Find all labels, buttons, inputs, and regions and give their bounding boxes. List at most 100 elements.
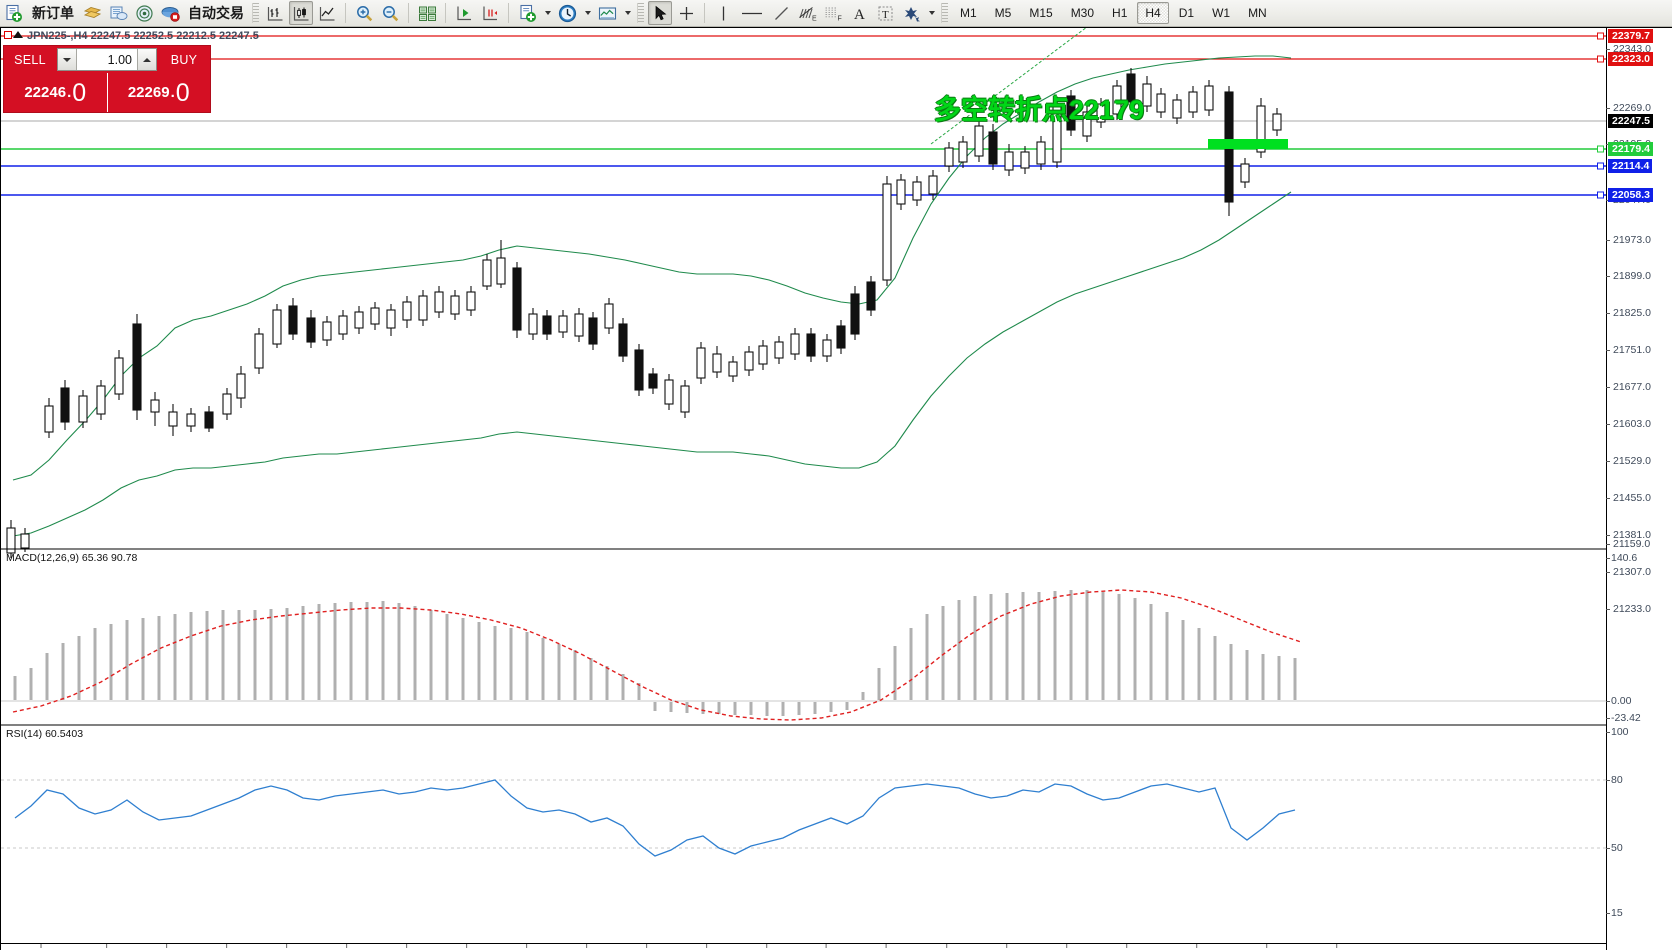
- zoom-in-icon-button[interactable]: [352, 1, 376, 25]
- status-badge-level-22058[interactable]: 22058.3: [1608, 188, 1653, 202]
- new-order-label: 新订单: [32, 5, 74, 21]
- level-handle-22114[interactable]: [1597, 162, 1604, 170]
- fibonacci-icon-button[interactable]: F: [821, 1, 845, 25]
- sell-button[interactable]: SELL: [14, 52, 46, 67]
- bar-chart-icon-button[interactable]: [263, 1, 287, 25]
- new-order-label-button[interactable]: 新订单: [28, 1, 78, 25]
- indicators-icon-button[interactable]: [595, 1, 619, 25]
- svg-text:A: A: [854, 7, 865, 23]
- rsi-scale-tick: 100: [1606, 726, 1629, 738]
- volume-increment-button[interactable]: [137, 49, 156, 70]
- price-scale[interactable]: 22343.0 22269.0 22195.0 22047.0 21973.0 …: [1605, 28, 1672, 950]
- price-tick: 21899.0: [1606, 270, 1651, 282]
- text-box-icon-button[interactable]: T: [873, 1, 897, 25]
- navigator-icon-button[interactable]: [132, 1, 156, 25]
- volume-stepper[interactable]: 1.00: [57, 48, 157, 71]
- svg-text:T: T: [882, 9, 889, 21]
- tab-timeframe-mn[interactable]: MN: [1248, 6, 1267, 20]
- level-handle-22323[interactable]: [1597, 55, 1604, 63]
- level-handle-22179[interactable]: [1597, 145, 1604, 153]
- chevron-down-icon: [545, 11, 551, 15]
- buy-button[interactable]: BUY: [170, 52, 198, 67]
- trendline-icon-button[interactable]: [769, 1, 793, 25]
- auto-trading-label-button[interactable]: 自动交易: [184, 1, 248, 25]
- price-tick: 21603.0: [1606, 418, 1651, 430]
- elliott-wave-icon-button[interactable]: E: [795, 1, 819, 25]
- macd-indicator-label[interactable]: MACD(12,26,9) 65.36 90.78: [6, 552, 138, 564]
- toolbar-separator-7: [704, 3, 705, 23]
- market-watch-icon-button[interactable]: [106, 1, 130, 25]
- zoom-out-icon-button[interactable]: [378, 1, 402, 25]
- status-badge-last-price: 22247.5: [1608, 114, 1653, 128]
- chart-canvas-area[interactable]: JPN225-,H4 22247.5 22252.5 22212.5 22247…: [0, 27, 1672, 950]
- one-click-price-row: 22246 . 0 22269 . 0: [4, 73, 210, 112]
- shapes-dropdown[interactable]: [925, 1, 937, 25]
- main-toolbar: 新订单: [0, 0, 1672, 27]
- price-tick: 21973.0: [1606, 234, 1651, 246]
- buy-price-whole: 22269: [127, 84, 170, 101]
- status-badge-level-22114[interactable]: 22114.4: [1608, 159, 1653, 173]
- tab-timeframe-h1[interactable]: H1: [1112, 6, 1128, 20]
- chart-marker-triangle: [13, 31, 23, 38]
- indicators-dropdown[interactable]: [621, 1, 633, 25]
- tab-timeframe-w1[interactable]: W1: [1212, 6, 1231, 20]
- vertical-line-icon-button[interactable]: [711, 1, 735, 25]
- auto-trading-icon-button[interactable]: [158, 1, 182, 25]
- status-badge-level-22179[interactable]: 22179.4: [1608, 142, 1653, 156]
- shapes-icon-button[interactable]: [899, 1, 923, 25]
- toolbar-separator-6: [637, 3, 644, 23]
- new-order-button[interactable]: [1, 1, 26, 25]
- volume-decrement-button[interactable]: [58, 49, 77, 70]
- cursor-icon-button[interactable]: [648, 1, 672, 25]
- price-tick: 21307.0: [1606, 566, 1651, 578]
- new-chart-dropdown[interactable]: [541, 1, 553, 25]
- profiles-icon-button[interactable]: [80, 1, 104, 25]
- new-chart-icon-button[interactable]: [515, 1, 539, 25]
- time-axis[interactable]: 29 Mar 2019 1 Apr 00:00 1 Apr 18:55 2 Ap…: [1, 943, 1606, 950]
- auto-trading-label: 自动交易: [188, 5, 244, 21]
- tab-timeframe-m1[interactable]: M1: [960, 6, 977, 20]
- price-tick: 21825.0: [1606, 307, 1651, 319]
- macd-scale-tick: 0.00: [1605, 695, 1631, 707]
- auto-scroll-icon-button[interactable]: [452, 1, 476, 25]
- tab-timeframe-m5[interactable]: M5: [994, 6, 1012, 20]
- data-window-icon-button[interactable]: [415, 1, 439, 25]
- status-badge-level-22323[interactable]: 22323.0: [1608, 52, 1653, 66]
- chevron-down-icon: [63, 57, 71, 62]
- horizontal-line-icon-button[interactable]: [737, 1, 767, 25]
- chart-plot[interactable]: JPN225-,H4 22247.5 22252.5 22212.5 22247…: [1, 28, 1606, 950]
- status-badge-level-22379[interactable]: 22379.7: [1608, 29, 1653, 43]
- chart-annotation-text[interactable]: 多空转折点22179: [934, 95, 1145, 125]
- rsi-scale-tick: 50: [1606, 842, 1623, 854]
- line-chart-icon-button[interactable]: [315, 1, 339, 25]
- symbol-ohlc-label: JPN225-,H4 22247.5 22252.5 22212.5 22247…: [27, 30, 259, 42]
- text-label-icon-button[interactable]: A: [847, 1, 871, 25]
- price-tick: 21159.0: [1605, 538, 1650, 550]
- chart-shift-icon-button[interactable]: [478, 1, 502, 25]
- toolbar-separator-2: [345, 3, 346, 23]
- level-handle-marker[interactable]: [4, 31, 12, 39]
- volume-input[interactable]: 1.00: [107, 52, 132, 67]
- tab-timeframe-h4[interactable]: H4: [1137, 2, 1169, 24]
- tab-timeframe-m30[interactable]: M30: [1070, 6, 1095, 20]
- level-handle-22379[interactable]: [1597, 32, 1604, 40]
- chevron-down-icon: [929, 11, 935, 15]
- one-click-top-row: SELL 1.00 BUY: [4, 46, 210, 73]
- toolbar-separator-8: [941, 3, 948, 23]
- crosshair-icon-button[interactable]: [674, 1, 698, 25]
- buy-price-display[interactable]: 22269 . 0: [106, 73, 211, 112]
- candlestick-chart-icon-button[interactable]: [289, 1, 313, 25]
- period-icon-button[interactable]: [555, 1, 579, 25]
- price-tick: 21455.0: [1606, 492, 1651, 504]
- rsi-scale-tick: 15: [1606, 907, 1623, 919]
- period-dropdown[interactable]: [581, 1, 593, 25]
- tab-timeframe-m15[interactable]: M15: [1029, 6, 1053, 20]
- rsi-indicator-label[interactable]: RSI(14) 60.5403: [6, 728, 84, 740]
- svg-text:E: E: [812, 15, 817, 22]
- one-click-trading-panel[interactable]: SELL 1.00 BUY 22246 . 0: [3, 45, 211, 113]
- sell-price-display[interactable]: 22246 . 0: [4, 73, 107, 112]
- price-zone-highlight[interactable]: [1208, 139, 1288, 149]
- level-handle-22058[interactable]: [1597, 191, 1604, 199]
- tab-timeframe-d1[interactable]: D1: [1178, 6, 1195, 20]
